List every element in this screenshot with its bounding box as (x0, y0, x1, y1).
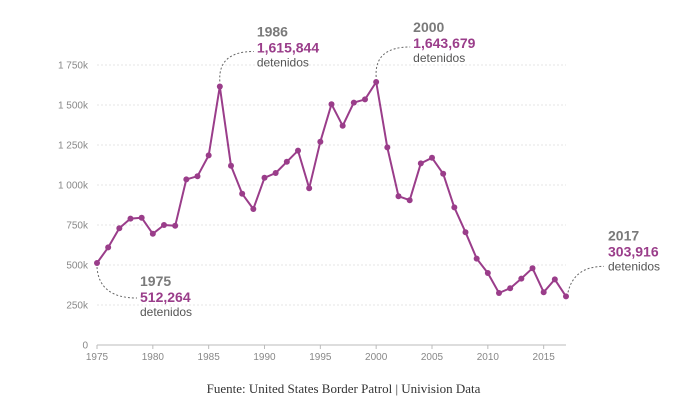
data-point (395, 193, 402, 200)
data-point (172, 222, 179, 229)
data-point (194, 173, 201, 180)
annotation-year: 1975 (140, 273, 171, 289)
data-point (205, 152, 212, 159)
annotation-value: 512,264 (140, 289, 191, 305)
data-point (250, 206, 257, 212)
annotation-year: 2000 (413, 19, 444, 35)
annotation-unit: detenidos (140, 305, 192, 319)
y-tick-label: 750k (66, 221, 89, 232)
data-point (183, 176, 190, 183)
annotation-unit: detenidos (257, 55, 309, 69)
annotation-year: 2017 (608, 227, 639, 243)
y-tick-label: 1 500k (58, 101, 89, 112)
data-point (161, 222, 167, 228)
data-point (507, 285, 514, 292)
annotation-leader (96, 267, 138, 299)
data-point (261, 174, 268, 181)
source-note: Fuente: United States Border Patrol | Un… (206, 381, 481, 396)
data-point (283, 158, 290, 165)
axes: 0 250k 500k 750k 1 000k 1 250k 1 500k 1 750k 197… (58, 61, 566, 363)
data-point (551, 276, 558, 283)
data-point (317, 138, 324, 145)
annotation-leader (375, 46, 411, 78)
x-tick-label: 2010 (477, 352, 500, 363)
x-tick-label: 2005 (421, 352, 444, 363)
data-point (94, 260, 100, 267)
data-point (462, 229, 469, 236)
data-point (406, 197, 413, 204)
data-point (228, 162, 234, 169)
y-tick-label: 500k (66, 261, 89, 272)
data-point (563, 293, 569, 300)
annotation-year: 1986 (257, 23, 288, 39)
data-point (373, 79, 380, 86)
data-point (116, 225, 123, 232)
data-point (451, 204, 458, 211)
data-point (484, 270, 491, 276)
data-point (384, 144, 391, 151)
line-chart: 0 250k 500k 750k 1 000k 1 250k 1 500k 1 750k 197… (58, 19, 660, 363)
data-point (138, 214, 145, 221)
annotation-unit: detenidos (608, 259, 660, 273)
series-detenidos (94, 79, 569, 300)
data-point (518, 275, 525, 282)
series-line (96, 81, 567, 297)
data-point (362, 96, 368, 103)
data-point (272, 170, 279, 176)
data-point (149, 230, 156, 237)
y-tick-label: 0 (82, 341, 88, 352)
data-point (540, 289, 547, 296)
data-point (328, 101, 335, 108)
annotation-unit: detenidos (413, 51, 465, 65)
data-point (295, 147, 301, 154)
data-point (350, 99, 357, 106)
data-point (216, 83, 223, 90)
data-point (105, 244, 112, 251)
x-tick-label: 1975 (86, 352, 109, 363)
y-tick-label: 1 000k (58, 181, 89, 192)
x-tick-label: 1995 (309, 352, 332, 363)
data-point (496, 290, 502, 296)
x-tick-label: 2000 (365, 352, 388, 363)
x-tick-label: 1985 (198, 352, 221, 363)
x-tick-label: 1990 (253, 352, 276, 363)
data-point (529, 265, 536, 272)
data-point (306, 185, 313, 192)
data-point (239, 190, 246, 197)
y-tick-label: 1 750k (58, 61, 89, 72)
data-point (339, 122, 346, 129)
annotations: 1975512,264detenidos19861,615,844detenid… (96, 19, 660, 319)
data-point (473, 255, 480, 262)
annotation-leader (219, 50, 254, 82)
data-point (429, 154, 435, 161)
data-point (417, 160, 424, 167)
annotation-value: 1,643,679 (413, 35, 475, 51)
x-tick-label: 1980 (142, 352, 165, 363)
y-tick-label: 250k (66, 301, 89, 312)
gridlines (97, 64, 566, 306)
annotation-value: 1,615,844 (257, 39, 319, 55)
x-tick-label: 2015 (533, 352, 556, 363)
y-tick-label: 1 250k (58, 141, 89, 152)
annotation-value: 303,916 (608, 243, 659, 259)
annotation-leader (567, 265, 605, 293)
data-point (127, 215, 134, 222)
data-point (440, 170, 447, 177)
